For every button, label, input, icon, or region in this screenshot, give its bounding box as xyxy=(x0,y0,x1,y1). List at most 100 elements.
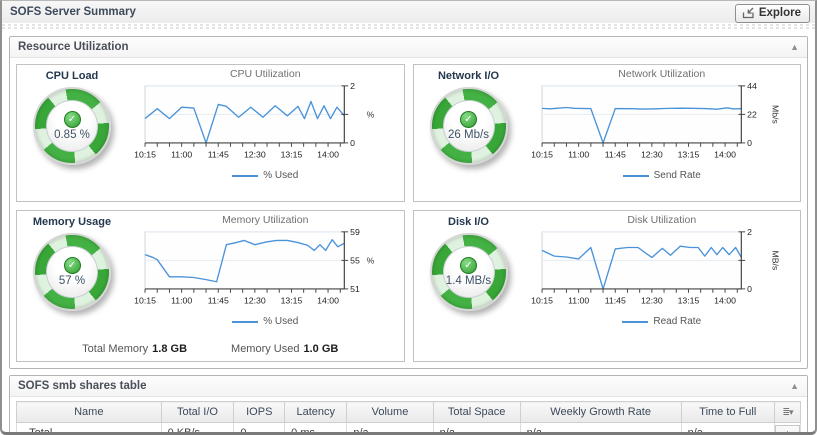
memory-quadrant: Memory Usage ✓ 57 % Memory Utilization 5… xyxy=(16,210,405,362)
disk-gauge-label: Disk I/O xyxy=(448,216,489,228)
svg-text:44: 44 xyxy=(747,81,757,91)
cpu-load-gauge[interactable]: ✓ 0.85 % xyxy=(33,87,111,165)
svg-text:12:30: 12:30 xyxy=(641,149,663,159)
svg-text:10:15: 10:15 xyxy=(531,149,553,159)
memory-gauge-label: Memory Usage xyxy=(32,216,112,228)
resource-panel-header: Resource Utilization ▲ xyxy=(10,37,807,58)
disk-gauge-column: Disk I/O ✓ 1.4 MB/s xyxy=(414,211,524,361)
network-utilization-chart[interactable]: 0 22 44 10:15 11:00 11:45 12:30 13:15 14:00 Mb/s xyxy=(526,81,798,170)
cpu-legend-label: % Used xyxy=(263,170,299,181)
collapse-arrow-icon[interactable]: ▲ xyxy=(790,380,799,391)
network-gauge-inner: ✓ 26 Mb/s xyxy=(442,100,495,152)
svg-text:10:15: 10:15 xyxy=(134,149,156,159)
scroll-up-button[interactable]: ▲ xyxy=(775,424,800,432)
memory-usage-gauge[interactable]: ✓ 57 % xyxy=(33,233,111,311)
smb-shares-table: Name Total I/O IOPS Latency Volume Total Spac… xyxy=(16,401,801,432)
cpu-gauge-column: CPU Load ✓ 0.85 % xyxy=(17,65,127,201)
svg-text:14:00: 14:00 xyxy=(714,149,736,159)
memory-used-label: Memory Used xyxy=(231,343,300,355)
memory-chart-legend: % Used xyxy=(232,316,298,327)
legend-line-icon xyxy=(232,174,259,177)
svg-text:11:00: 11:00 xyxy=(171,295,192,305)
svg-text:12:30: 12:30 xyxy=(244,295,266,305)
table-cell: n/a xyxy=(346,422,434,432)
titlebar-separator xyxy=(2,23,815,30)
disk-chart-legend: Read Rate xyxy=(622,316,701,327)
network-chart-title: Network Utilization xyxy=(618,68,706,80)
column-header[interactable]: Name xyxy=(16,401,162,423)
svg-text:11:00: 11:00 xyxy=(568,149,589,159)
cpu-chart-area[interactable]: CPU Utilization 0 2 10:15 11:00 11:45 12:30 13… xyxy=(127,65,404,201)
total-memory-value: 1.8 GB xyxy=(152,343,188,355)
memory-gauge-inner: ✓ 57 % xyxy=(46,246,98,298)
table-cell: _Total xyxy=(16,422,162,432)
cpu-gauge-label: CPU Load xyxy=(45,70,99,82)
disk-gauge-inner: ✓ 1.4 MB/s xyxy=(442,246,495,298)
svg-text:2: 2 xyxy=(350,81,355,91)
table-cell: n/a xyxy=(519,422,682,432)
status-ok-icon: ✓ xyxy=(460,111,477,128)
svg-text:11:45: 11:45 xyxy=(604,149,625,159)
column-header[interactable]: Volume xyxy=(346,401,434,423)
svg-text:13:15: 13:15 xyxy=(281,295,303,305)
smb-shares-panel-header: SOFS smb shares table ▲ xyxy=(10,376,807,397)
svg-text:13:15: 13:15 xyxy=(281,149,303,159)
column-header[interactable]: Weekly Growth Rate xyxy=(519,401,682,423)
network-chart-area[interactable]: Network Utilization 0 22 44 10:15 11:00 11:45… xyxy=(524,65,801,201)
smb-shares-panel: SOFS smb shares table ▲ Name Total I/O IOP… xyxy=(9,375,808,432)
svg-text:11:45: 11:45 xyxy=(208,295,229,305)
svg-text:0: 0 xyxy=(747,138,752,148)
svg-text:%: % xyxy=(367,109,375,119)
memory-used-value: 1.0 GB xyxy=(303,343,339,355)
total-memory: Total Memory 1.8 GB xyxy=(82,343,187,355)
explore-button[interactable]: Explore xyxy=(734,4,810,23)
disk-chart-title: Disk Utilization xyxy=(627,214,697,226)
column-picker-header: ≣▾ xyxy=(774,401,801,423)
disk-utilization-chart[interactable]: 0 2 10:15 11:00 11:45 12:30 13:15 14:00 MB/s xyxy=(526,227,798,316)
cpu-gauge-inner: ✓ 0.85 % xyxy=(46,100,98,152)
disk-gauge-value: 1.4 MB/s xyxy=(445,275,492,287)
column-header[interactable]: Time to Full xyxy=(680,401,776,423)
status-ok-icon: ✓ xyxy=(460,257,477,274)
svg-text:MB/s: MB/s xyxy=(770,250,780,270)
network-chart-legend: Send Rate xyxy=(622,170,701,181)
table-cell: 0 ms xyxy=(284,422,348,432)
status-ok-icon: ✓ xyxy=(63,257,81,274)
svg-text:51: 51 xyxy=(350,284,360,294)
disk-chart-area[interactable]: Disk Utilization 0 2 10:15 11:00 11:45 12:30 1… xyxy=(524,211,801,361)
column-header[interactable]: Latency xyxy=(284,401,348,423)
disk-io-gauge[interactable]: ✓ 1.4 MB/s xyxy=(429,233,508,311)
memory-chart-title: Memory Utilization xyxy=(222,214,309,226)
svg-text:10:15: 10:15 xyxy=(134,295,156,305)
collapse-arrow-icon[interactable]: ▲ xyxy=(790,41,799,52)
svg-text:10:15: 10:15 xyxy=(531,295,553,305)
network-gauge-label: Network I/O xyxy=(437,70,500,82)
svg-text:22: 22 xyxy=(747,109,757,119)
column-picker-icon[interactable]: ≣▾ xyxy=(782,407,793,417)
svg-text:12:30: 12:30 xyxy=(641,295,663,305)
column-header[interactable]: Total Space xyxy=(432,401,521,423)
svg-text:11:00: 11:00 xyxy=(568,295,589,305)
network-io-gauge[interactable]: ✓ 26 Mb/s xyxy=(429,87,508,165)
svg-text:59: 59 xyxy=(350,227,360,237)
table-row[interactable]: _Total 0 KB/s 0 0 ms n/a n/a n/a n/a ▲ xyxy=(16,422,801,432)
title-bar: SOFS Server Summary Explore xyxy=(2,1,815,23)
svg-text:Mb/s: Mb/s xyxy=(770,105,780,124)
cpu-quadrant: CPU Load ✓ 0.85 % CPU Utilization 0 2 10:1… xyxy=(16,64,405,202)
legend-line-icon xyxy=(622,174,649,177)
cpu-gauge-value: 0.85 % xyxy=(54,129,90,141)
column-header[interactable]: IOPS xyxy=(233,401,286,423)
memory-chart-area[interactable]: Memory Utilization 51 55 59 10:15 11:00 11:45… xyxy=(127,211,404,361)
column-header[interactable]: Total I/O xyxy=(160,401,235,423)
memory-utilization-chart[interactable]: 51 55 59 10:15 11:00 11:45 12:30 13:15 14:00% xyxy=(129,227,401,316)
explore-icon xyxy=(742,7,754,19)
page-title: SOFS Server Summary xyxy=(10,6,136,18)
cpu-utilization-chart[interactable]: 0 2 10:15 11:00 11:45 12:30 13:15 14:00% xyxy=(129,81,401,170)
svg-text:14:00: 14:00 xyxy=(714,295,736,305)
table-cell: 0 KB/s xyxy=(160,422,235,432)
memory-gauge-value: 57 % xyxy=(58,275,86,287)
svg-text:2: 2 xyxy=(747,227,752,237)
svg-text:14:00: 14:00 xyxy=(317,149,339,159)
network-legend-label: Send Rate xyxy=(653,170,701,181)
